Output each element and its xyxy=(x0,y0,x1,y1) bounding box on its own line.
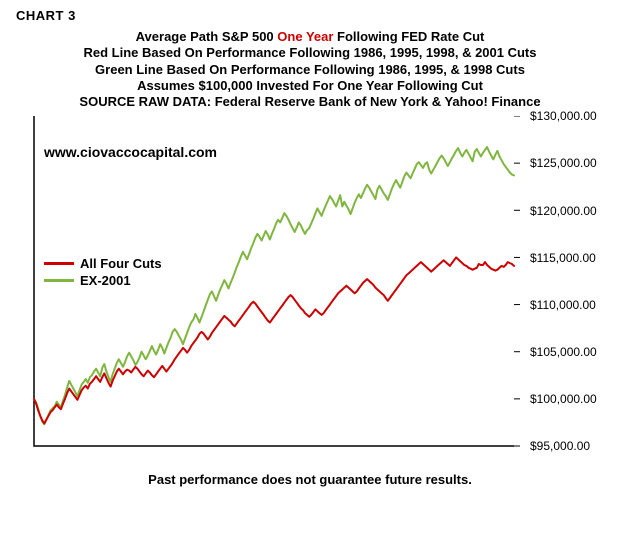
subtitle-assume: Assumes $100,000 Invested For One Year F… xyxy=(10,78,610,94)
chart-container: { "header": { "chart_number": "CHART 3",… xyxy=(0,0,620,545)
y-tick-label: $125,000.00 xyxy=(530,156,610,170)
legend-swatch xyxy=(44,262,74,265)
legend: All Four Cuts EX-2001 xyxy=(44,254,162,290)
title-block: Average Path S&P 500 One Year Following … xyxy=(10,29,610,110)
y-tick-label: $120,000.00 xyxy=(530,204,610,218)
plot-zone: www.ciovaccocapital.com All Four Cuts EX… xyxy=(10,116,610,462)
legend-swatch xyxy=(44,279,74,282)
legend-label: EX-2001 xyxy=(80,273,131,288)
legend-item: EX-2001 xyxy=(44,273,162,288)
subtitle-red: Red Line Based On Performance Following … xyxy=(10,45,610,61)
y-tick-label: $105,000.00 xyxy=(530,345,610,359)
y-tick-label: $95,000.00 xyxy=(530,439,610,453)
subtitle-source: SOURCE RAW DATA: Federal Reserve Bank of… xyxy=(10,94,610,110)
title-pre: Average Path S&P 500 xyxy=(136,29,278,44)
y-tick-label: $100,000.00 xyxy=(530,392,610,406)
disclaimer: Past performance does not guarantee futu… xyxy=(10,472,610,487)
watermark-url: www.ciovaccocapital.com xyxy=(44,144,217,160)
y-tick-label: $115,000.00 xyxy=(530,251,610,265)
subtitle-green: Green Line Based On Performance Followin… xyxy=(10,62,610,78)
y-axis-ticks: $130,000.00$125,000.00$120,000.00$115,00… xyxy=(520,116,610,446)
chart-number: CHART 3 xyxy=(16,8,610,23)
legend-label: All Four Cuts xyxy=(80,256,162,271)
title-accent: One Year xyxy=(277,29,333,44)
title-main: Average Path S&P 500 One Year Following … xyxy=(10,29,610,45)
y-tick-label: $130,000.00 xyxy=(530,109,610,123)
title-post: Following FED Rate Cut xyxy=(333,29,484,44)
y-tick-label: $110,000.00 xyxy=(530,298,610,312)
legend-item: All Four Cuts xyxy=(44,256,162,271)
